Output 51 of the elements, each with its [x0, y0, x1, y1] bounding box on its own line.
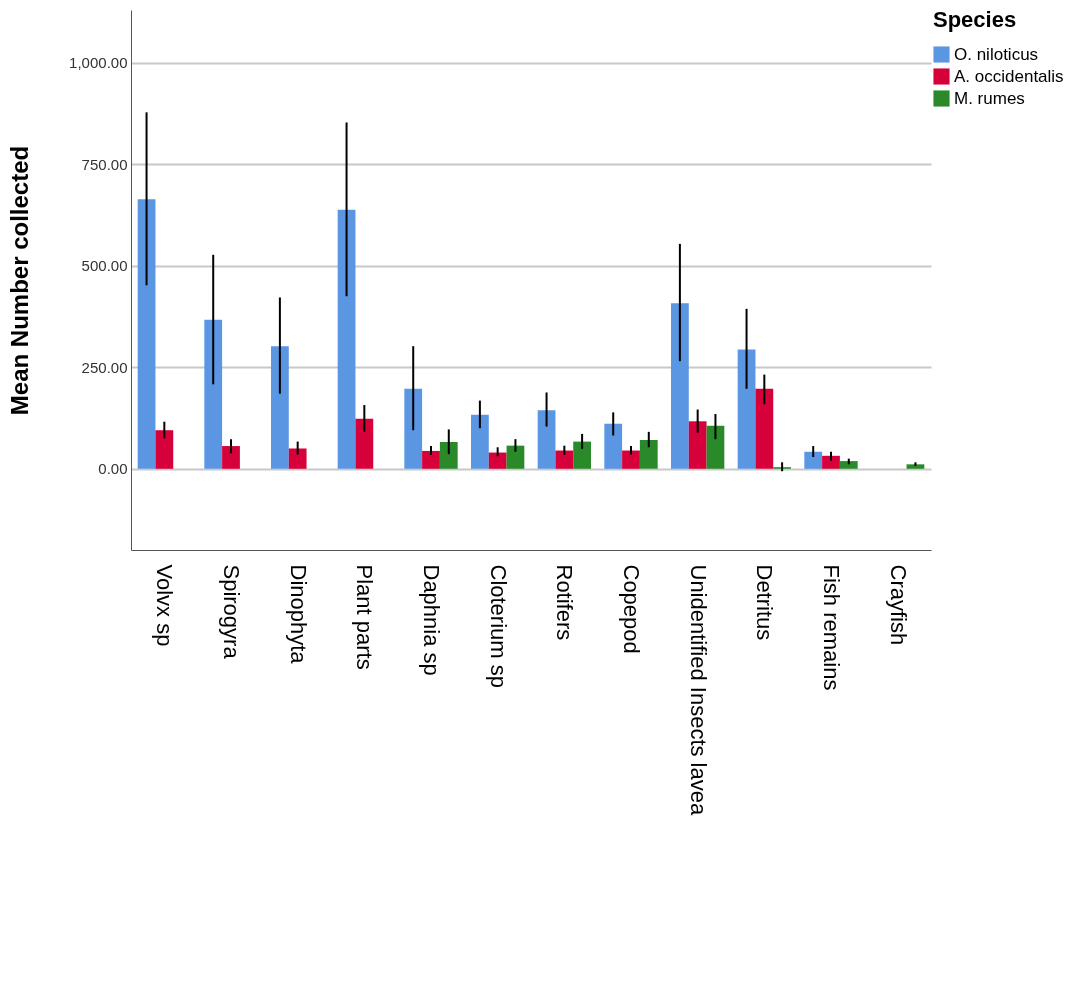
y-tick-label: 250.00: [81, 358, 128, 376]
bar: [137, 199, 156, 469]
x-tick-label: Cloterium sp: [485, 564, 511, 688]
y-axis-title: Mean Number collected: [6, 145, 34, 416]
x-tick-label: Unidentified Insects lavea: [685, 564, 711, 816]
bar: [671, 303, 689, 469]
bar: [204, 319, 223, 469]
bar: [488, 452, 507, 469]
x-tick-label: Rotifers: [552, 564, 578, 641]
bar: [755, 388, 774, 469]
bar: [822, 455, 840, 469]
bar: [839, 461, 858, 469]
x-tick-label: Plant parts: [352, 564, 378, 670]
bar: [537, 410, 556, 469]
bar: [737, 349, 756, 469]
x-tick-label: Volvx sp: [152, 564, 178, 647]
bar: [688, 421, 707, 469]
bar: [622, 450, 640, 469]
legend-title: Species: [933, 7, 1017, 32]
x-tick-label: Spirogyra: [219, 564, 244, 660]
bar: [355, 418, 374, 469]
bar: [639, 439, 658, 469]
x-tick-label: Detritus: [752, 564, 778, 641]
bar: [906, 464, 925, 469]
x-tick-label: Daphnia sp: [419, 564, 444, 676]
bar: [506, 445, 525, 469]
x-tick-label: Dinophyta: [285, 564, 311, 665]
bar: [439, 442, 458, 469]
bar: [404, 388, 423, 469]
legend-label: O. niloticus: [954, 44, 1039, 64]
bar: [604, 423, 623, 469]
x-tick-label: Copepod: [619, 564, 644, 654]
legend-label: A. occidentalis: [954, 66, 1064, 86]
bar: [804, 451, 823, 469]
bar: [706, 425, 725, 469]
x-tick-label: Fish remains: [819, 564, 844, 691]
bar: [573, 441, 591, 469]
y-tick-label: 750.00: [81, 155, 128, 173]
bar: [271, 346, 289, 469]
y-tick-label: 0.00: [98, 460, 128, 478]
bar: [155, 430, 174, 469]
bar: [555, 450, 574, 469]
bar: [337, 209, 356, 469]
bar: [471, 414, 489, 469]
bar: [422, 450, 440, 469]
bar: [288, 448, 307, 469]
x-tick-label: Crayfish: [885, 564, 911, 646]
bar: [222, 446, 240, 469]
legend-label: M. rumes: [954, 88, 1025, 108]
y-tick-label: 500.00: [81, 257, 128, 275]
y-tick-label: 1,000.00: [69, 54, 128, 72]
